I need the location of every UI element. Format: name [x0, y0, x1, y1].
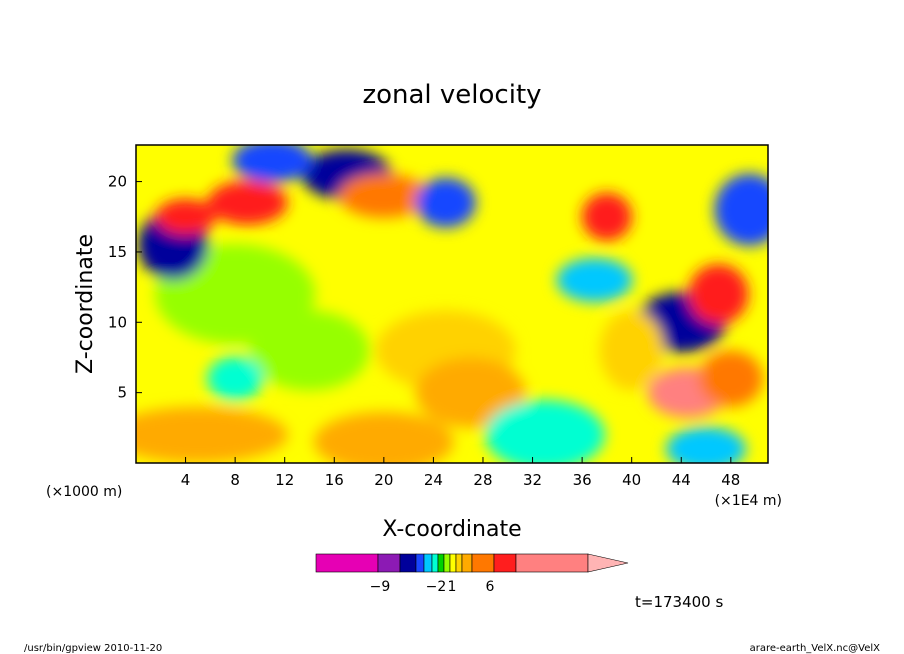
colorbar-segment [471, 553, 495, 573]
field-blob [698, 350, 763, 407]
colorbar [315, 553, 629, 573]
colorbar-segment [415, 553, 425, 573]
field-blob [207, 180, 288, 225]
field-blob [666, 426, 747, 463]
y-tick-label: 10 [108, 313, 127, 331]
y-axis-label: Z-coordinate [73, 234, 98, 374]
field-blob [249, 310, 370, 391]
x-tick-label: 4 [181, 471, 191, 489]
x-tick-label: 40 [622, 471, 641, 489]
x-tick-label: 20 [374, 471, 393, 489]
footer-left: /usr/bin/gpview 2010-11-20 [24, 643, 162, 654]
field-blob [313, 411, 454, 463]
field-blob [232, 145, 313, 183]
field-blob [207, 356, 264, 401]
x-tick-label: 28 [473, 471, 492, 489]
field-blob [484, 399, 605, 463]
field-blob [714, 173, 768, 246]
colorbar-segment [423, 553, 433, 573]
velocity-field [136, 145, 768, 463]
x-tick-label: 16 [325, 471, 344, 489]
time-label: t=173400 s [635, 593, 723, 611]
chart-title: zonal velocity [362, 80, 541, 110]
y-tick-label: 20 [108, 173, 127, 191]
field-blob [599, 310, 664, 391]
footer-right: arare-earth_VelX.nc@VelX [750, 643, 881, 654]
field-blob [556, 258, 633, 303]
field-blob [136, 406, 288, 463]
x-tick-label: 8 [230, 471, 240, 489]
field-blob [415, 357, 526, 428]
colorbar-segment [431, 553, 439, 573]
field-blob [338, 173, 429, 218]
colorbar-segment [399, 553, 417, 573]
x-tick-label: 36 [573, 471, 592, 489]
field-blob [415, 177, 476, 228]
colorbar-segment [315, 553, 379, 573]
x-axis: 4 8 12 16 20 24 28 32 36 40 44 48 [181, 457, 740, 489]
colorbar-segment [461, 553, 473, 573]
colorbar-extend-arrow [587, 553, 629, 573]
x-tick-label: 24 [424, 471, 443, 489]
colorbar-tick-label: 1 [448, 579, 457, 595]
y-tick-label: 15 [108, 243, 127, 261]
x-tick-label: 32 [523, 471, 542, 489]
y-axis: 5 10 15 20 [108, 173, 142, 402]
field-blob [688, 264, 749, 325]
plot-frame [135, 144, 769, 464]
field-blob [155, 198, 216, 235]
x-tick-label: 48 [721, 471, 740, 489]
x-units-right: (×1E4 m) [715, 493, 782, 509]
colorbar-segment [377, 553, 401, 573]
colorbar-segment [443, 553, 451, 573]
colorbar-tick-label: −9 [370, 579, 391, 595]
colorbar-segment [515, 553, 589, 573]
colorbar-segment [493, 553, 517, 573]
y-tick-label: 5 [117, 384, 127, 402]
colorbar-segment [455, 553, 463, 573]
colorbar-ticks: −9 −2 1 6 [370, 579, 495, 595]
x-tick-label: 44 [672, 471, 691, 489]
x-axis-label: X-coordinate [382, 517, 521, 542]
x-units-left: (×1000 m) [46, 484, 122, 500]
colorbar-tick-label: −2 [426, 579, 447, 595]
colorbar-tick-label: 6 [486, 579, 495, 595]
x-tick-label: 12 [275, 471, 294, 489]
field-blob [581, 192, 632, 241]
plot-area [135, 144, 769, 464]
colorbar-segment [449, 553, 457, 573]
colorbar-segment [437, 553, 445, 573]
